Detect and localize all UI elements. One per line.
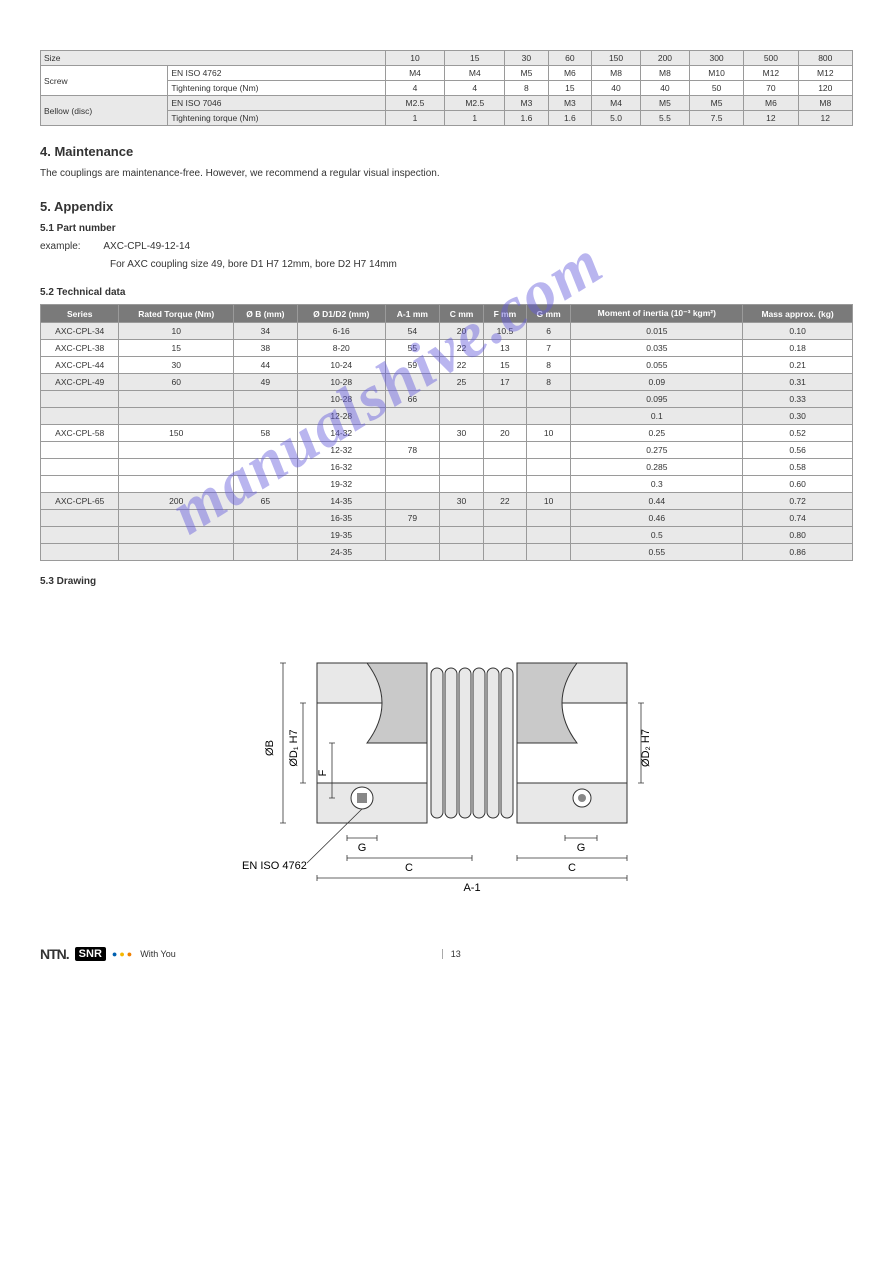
page-footer: NTN. SNR ●●● With You 13	[40, 946, 853, 962]
row-screw-label: Screw	[41, 66, 168, 96]
sub53: 5.3 Drawing	[40, 576, 96, 587]
svg-text:EN ISO 4762: EN ISO 4762	[242, 860, 307, 872]
withyou: With You	[140, 949, 176, 959]
svg-text:G: G	[357, 842, 366, 854]
svg-text:C: C	[568, 862, 576, 874]
screw-torque-table: Size 10 15 30 60 150 200 300 500 800 Scr…	[40, 50, 853, 126]
sub52: 5.2 Technical data	[40, 287, 125, 298]
col-size: Size	[41, 51, 386, 66]
sub51: 5.1 Part number	[40, 223, 116, 234]
example-label: example:	[40, 241, 81, 252]
section4-title: 4. Maintenance	[40, 144, 853, 159]
svg-text:G: G	[576, 842, 585, 854]
dots-icon: ●●●	[112, 949, 134, 959]
section5-title: 5. Appendix	[40, 199, 853, 214]
svg-text:ØB: ØB	[264, 740, 276, 756]
svg-text:C: C	[405, 862, 413, 874]
example-desc: For AXC coupling size 49, bore D1 H7 12m…	[110, 258, 853, 272]
svg-text:F: F	[317, 769, 329, 776]
row-disc-label: Bellow (disc)	[41, 96, 168, 126]
snr-logo: SNR	[75, 947, 106, 961]
svg-text:ØD₂ H7: ØD₂ H7	[640, 729, 652, 767]
svg-text:A-1: A-1	[463, 882, 480, 894]
section4-text: The couplings are maintenance-free. Howe…	[40, 167, 853, 181]
page-number: 13	[442, 949, 461, 959]
svg-text:ØD₁ H7: ØD₁ H7	[288, 729, 300, 766]
example-value: AXC-CPL-49-12-14	[103, 241, 190, 252]
ntn-logo: NTN.	[40, 946, 69, 962]
technical-data-table: SeriesRated Torque (Nm)Ø B (mm)Ø D1/D2 (…	[40, 304, 853, 561]
coupling-drawing: ØB ØD₁ H7 ØD₂ H7 F G G C C A-1 EN ISO 47…	[40, 603, 853, 906]
